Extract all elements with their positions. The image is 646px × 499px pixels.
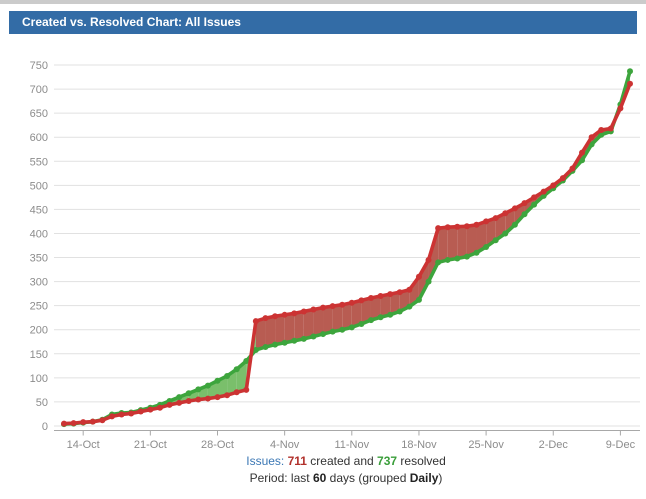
svg-text:0: 0	[42, 421, 48, 433]
created-count: 711	[287, 454, 307, 468]
svg-text:650: 650	[30, 108, 48, 120]
x-axis-ticks	[82, 430, 621, 436]
svg-text:28-Oct: 28-Oct	[201, 439, 234, 450]
resolved-label: resolved	[400, 454, 446, 468]
created-label: created and	[310, 454, 374, 468]
svg-text:350: 350	[30, 253, 48, 265]
issues-summary-line: Issues: 711 created and 737 resolved	[46, 453, 646, 470]
resolved-line	[62, 69, 632, 426]
svg-text:100: 100	[30, 373, 48, 385]
period-grouping: Daily	[409, 471, 439, 485]
svg-text:4-Nov: 4-Nov	[270, 439, 300, 450]
created-line	[62, 81, 632, 426]
svg-text:600: 600	[30, 132, 48, 144]
chart-title-bar: Created vs. Resolved Chart: All Issues	[9, 11, 637, 34]
svg-text:750: 750	[30, 60, 48, 72]
delta-fill	[64, 71, 630, 425]
svg-text:700: 700	[30, 84, 48, 96]
svg-text:450: 450	[30, 204, 48, 216]
created-points	[61, 80, 633, 427]
page-title: Created vs. Resolved Chart: All Issues	[22, 15, 241, 29]
svg-text:25-Nov: 25-Nov	[468, 439, 504, 450]
period-mid: days (grouped	[329, 471, 407, 485]
period-days: 60	[312, 471, 327, 485]
period-close: )	[438, 471, 443, 485]
svg-text:18-Nov: 18-Nov	[401, 439, 437, 450]
svg-text:500: 500	[30, 180, 48, 192]
resolved-count: 737	[377, 454, 398, 468]
svg-text:14-Oct: 14-Oct	[67, 439, 100, 450]
svg-text:50: 50	[36, 397, 48, 409]
svg-text:2-Dec: 2-Dec	[539, 439, 569, 450]
y-axis-labels: 0 50 100 150 200 250 300 350 400 450 500 550 600 650 7…	[30, 60, 48, 433]
x-axis-labels: 14-Oct 21-Oct 28-Oct 4-Nov 11-Nov 18-Nov 25-No…	[67, 439, 636, 450]
svg-text:9-Dec: 9-Dec	[606, 439, 636, 450]
gridlines	[54, 64, 640, 427]
svg-text:21-Oct: 21-Oct	[134, 439, 167, 450]
chart-summary: Issues: 711 created and 737 resolved Per…	[46, 453, 646, 487]
svg-text:250: 250	[30, 301, 48, 313]
chart-area: 0 50 100 150 200 250 300 350 400 450 500 550 600 650 7…	[0, 45, 646, 450]
svg-text:200: 200	[30, 325, 48, 337]
issues-link[interactable]: Issues:	[246, 454, 285, 468]
period-prefix: Period: last	[249, 471, 310, 485]
svg-text:550: 550	[30, 156, 48, 168]
resolved-points	[61, 68, 633, 428]
svg-text:11-Nov: 11-Nov	[334, 439, 369, 450]
svg-text:150: 150	[30, 349, 48, 361]
period-summary-line: Period: last 60 days (grouped Daily)	[46, 470, 646, 487]
svg-text:300: 300	[30, 277, 48, 289]
svg-text:400: 400	[30, 228, 48, 240]
created-vs-resolved-chart: 0 50 100 150 200 250 300 350 400 450 500 550 600 650 7…	[30, 60, 640, 450]
top-border-strip	[0, 0, 646, 4]
